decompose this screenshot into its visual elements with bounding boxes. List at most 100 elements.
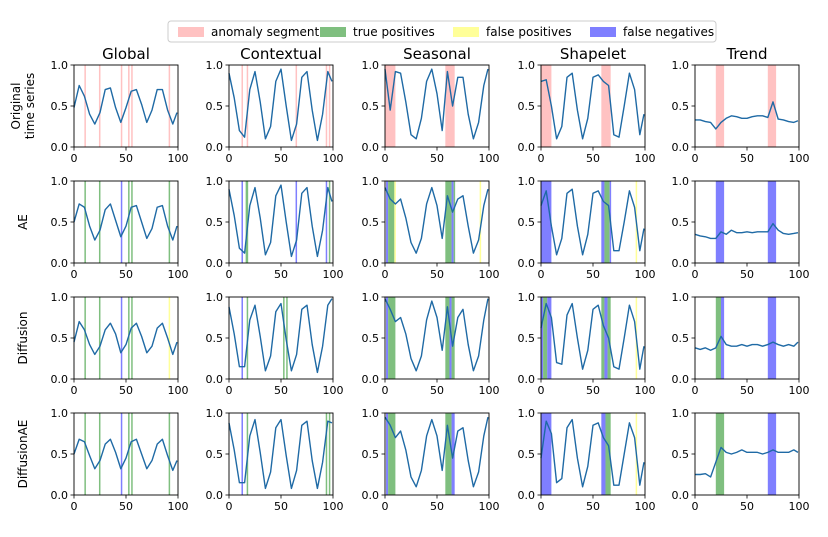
x-tick-label: 100 bbox=[635, 384, 656, 397]
x-tick-label: 100 bbox=[479, 268, 500, 281]
span-fn bbox=[449, 297, 452, 379]
span-fn bbox=[541, 413, 552, 495]
x-tick-label: 100 bbox=[479, 500, 500, 513]
legend-label: true positives bbox=[353, 25, 435, 39]
y-tick-label: 1.0 bbox=[51, 407, 69, 420]
x-tick-label: 100 bbox=[789, 384, 810, 397]
span-tp bbox=[328, 181, 331, 263]
x-tick-label: 100 bbox=[323, 500, 344, 513]
axes-frame bbox=[384, 296, 490, 380]
series-line bbox=[228, 298, 333, 374]
panel: 0.0 0.5 1.0 0 50 100 bbox=[362, 175, 500, 281]
span-tp bbox=[388, 181, 395, 263]
y-tick-label: 0.5 bbox=[51, 448, 69, 461]
x-tick-label: 0 bbox=[71, 384, 78, 397]
y-tick-label: 0.0 bbox=[362, 373, 380, 386]
span-fn bbox=[541, 181, 552, 263]
series-line bbox=[228, 68, 333, 142]
span-anomaly bbox=[168, 65, 171, 147]
y-tick-label: 1.0 bbox=[518, 291, 536, 304]
series-line bbox=[228, 418, 333, 490]
y-tick-label: 0.5 bbox=[672, 332, 690, 345]
y-tick-label: 0.5 bbox=[206, 100, 224, 113]
span-fn bbox=[295, 181, 298, 263]
x-tick-label: 0 bbox=[71, 500, 78, 513]
series-line bbox=[228, 184, 333, 258]
y-tick-label: 0.5 bbox=[518, 332, 536, 345]
span-anomaly bbox=[241, 65, 243, 147]
y-tick-label: 0.5 bbox=[362, 448, 380, 461]
x-tick-label: 0 bbox=[382, 152, 389, 165]
x-tick-label: 50 bbox=[274, 152, 288, 165]
x-tick-label: 0 bbox=[538, 268, 545, 281]
span-fn bbox=[120, 413, 123, 495]
x-tick-label: 50 bbox=[430, 384, 444, 397]
y-tick-label: 1.0 bbox=[206, 291, 224, 304]
span-fn bbox=[120, 181, 123, 263]
span-tp bbox=[286, 297, 288, 379]
span-fn bbox=[325, 181, 328, 263]
panel: 0.0 0.5 1.0 0 50 100 bbox=[206, 407, 344, 513]
axes-frame bbox=[694, 296, 800, 380]
panel: 0.0 0.5 1.0 0 50 100 bbox=[518, 175, 656, 281]
span-fn bbox=[767, 181, 777, 263]
y-tick-label: 0.5 bbox=[672, 448, 690, 461]
y-tick-label: 0.5 bbox=[206, 448, 224, 461]
y-tick-label: 1.0 bbox=[51, 175, 69, 188]
span-fn bbox=[241, 413, 243, 495]
column-title: Trend bbox=[725, 45, 767, 63]
y-tick-label: 0.5 bbox=[206, 332, 224, 345]
x-tick-label: 50 bbox=[274, 500, 288, 513]
y-tick-label: 0.0 bbox=[51, 373, 69, 386]
span-tp bbox=[605, 413, 611, 495]
y-tick-label: 0.5 bbox=[362, 332, 380, 345]
x-tick-label: 100 bbox=[479, 384, 500, 397]
y-tick-label: 0.5 bbox=[362, 100, 380, 113]
x-tick-label: 0 bbox=[226, 152, 233, 165]
y-tick-label: 0.0 bbox=[518, 141, 536, 154]
x-tick-label: 100 bbox=[635, 268, 656, 281]
y-tick-label: 1.0 bbox=[518, 59, 536, 72]
x-tick-label: 50 bbox=[740, 152, 754, 165]
span-tp bbox=[84, 297, 86, 379]
x-tick-label: 100 bbox=[168, 152, 189, 165]
panel: 0.0 0.5 1.0 0 50 100 bbox=[362, 407, 500, 513]
column-title: Shapelet bbox=[560, 45, 626, 63]
span-fn bbox=[601, 181, 605, 263]
x-tick-label: 0 bbox=[538, 152, 545, 165]
span-fn bbox=[241, 181, 243, 263]
y-tick-label: 1.0 bbox=[362, 291, 380, 304]
y-tick-label: 0.5 bbox=[51, 216, 69, 229]
series-line bbox=[384, 416, 489, 488]
series-line bbox=[694, 335, 799, 351]
y-tick-label: 1.0 bbox=[362, 59, 380, 72]
span-tp bbox=[325, 413, 328, 495]
span-tp bbox=[245, 181, 248, 263]
legend-label: anomaly segment bbox=[211, 25, 320, 39]
x-tick-label: 50 bbox=[119, 384, 133, 397]
y-tick-label: 0.0 bbox=[206, 257, 224, 270]
span-fn bbox=[386, 413, 389, 495]
x-tick-label: 100 bbox=[789, 268, 810, 281]
x-tick-label: 100 bbox=[168, 500, 189, 513]
y-tick-label: 0.5 bbox=[51, 100, 69, 113]
series-line bbox=[695, 101, 799, 130]
span-fn bbox=[767, 413, 777, 495]
span-tp bbox=[328, 413, 331, 495]
span-tp bbox=[131, 181, 133, 263]
x-tick-label: 50 bbox=[586, 152, 600, 165]
column-title: Contextual bbox=[240, 45, 322, 63]
panel: 0.0 0.5 1.0 0 50 100 bbox=[672, 291, 810, 397]
span-tp bbox=[128, 413, 130, 495]
span-anomaly bbox=[98, 65, 101, 147]
x-tick-label: 100 bbox=[789, 152, 810, 165]
series-line bbox=[540, 418, 645, 488]
panel: 0.0 0.5 1.0 0 50 100 bbox=[362, 291, 500, 397]
span-anomaly bbox=[120, 65, 123, 147]
panel: 0.0 0.5 1.0 0 50 100 bbox=[672, 59, 810, 165]
x-tick-label: 100 bbox=[168, 268, 189, 281]
x-tick-label: 50 bbox=[586, 384, 600, 397]
x-tick-label: 0 bbox=[226, 268, 233, 281]
span-fn bbox=[120, 297, 123, 379]
series-line bbox=[73, 438, 178, 472]
